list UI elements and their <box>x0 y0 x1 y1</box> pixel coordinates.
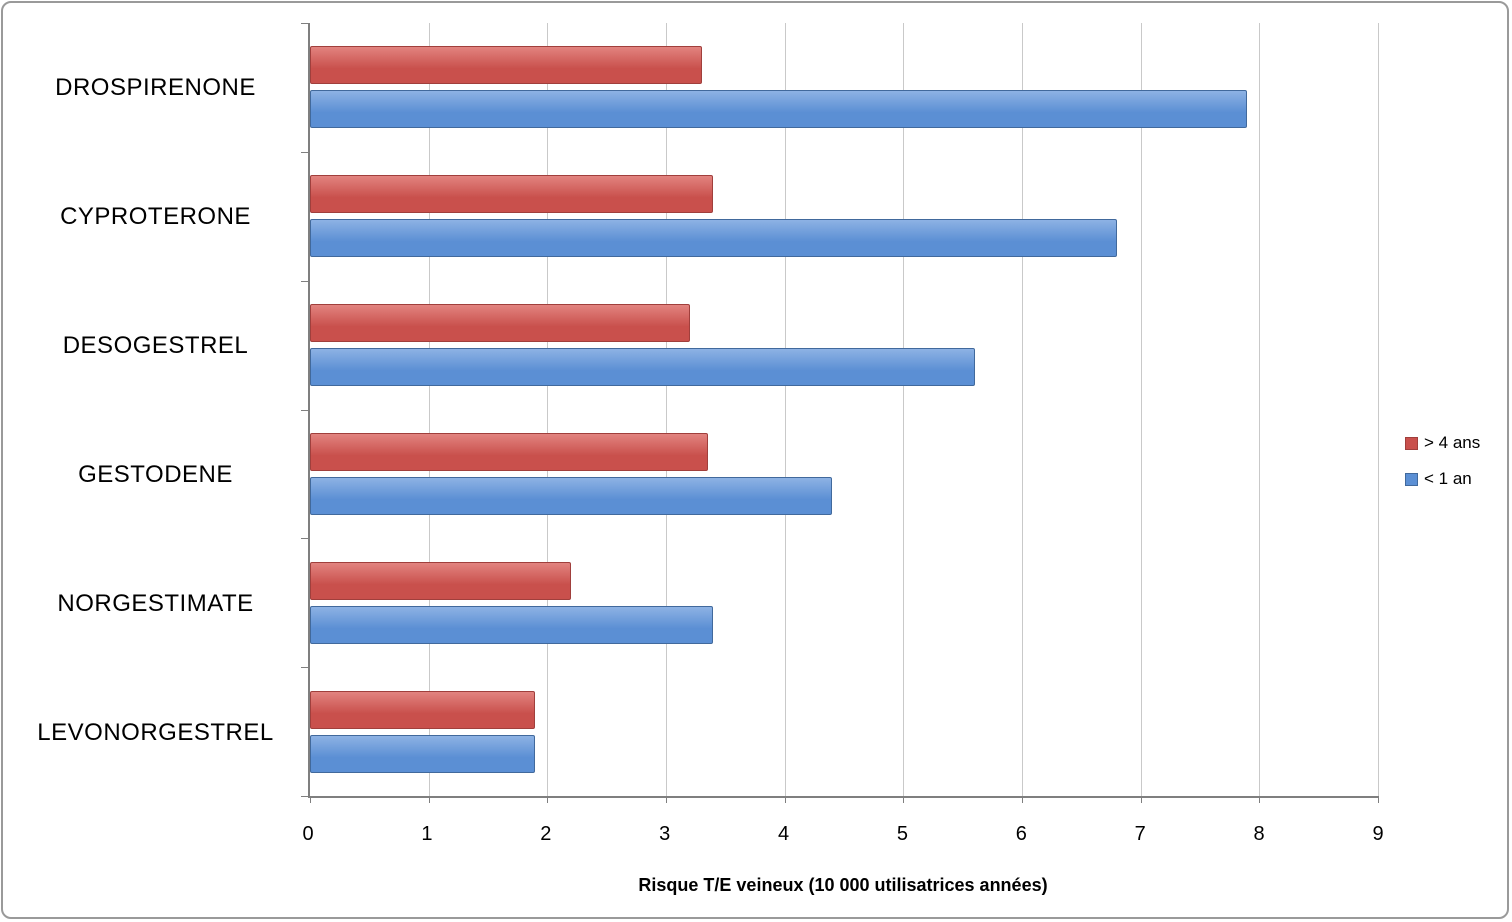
y-tick <box>301 796 310 797</box>
bar-levonorgestrel->-4-ans <box>310 690 536 729</box>
x-tick-label-1: 1 <box>421 823 433 845</box>
gridline-5 <box>903 23 905 796</box>
bar-cyproterone-<-1-an <box>310 219 1117 258</box>
category-label-cyproterone: CYPROTERONE <box>60 202 251 230</box>
bar-desogestrel->-4-ans <box>310 304 690 343</box>
x-tick-6 <box>1022 796 1023 803</box>
y-tick <box>301 151 310 153</box>
gridline-9 <box>1378 23 1379 796</box>
x-tick-label-6: 6 <box>1015 823 1027 845</box>
category-label-levonorgestrel: LEVONORGESTREL <box>37 719 274 747</box>
x-tick-2 <box>547 796 549 803</box>
bar-gestodene-<-1-an <box>310 476 833 515</box>
gridline-8 <box>1259 23 1261 796</box>
legend-label: < 1 an <box>1424 469 1472 488</box>
bar-group-gestodene <box>310 409 1378 538</box>
gridline-6 <box>1022 23 1023 796</box>
gridline-4 <box>784 23 786 796</box>
x-tick-label-0: 0 <box>302 823 314 845</box>
x-tick-0 <box>310 796 311 803</box>
gridlines <box>310 23 1379 796</box>
x-tick-7 <box>1140 796 1142 803</box>
category-label-gestodene: GESTODENE <box>78 461 233 489</box>
x-tick-9 <box>1378 796 1379 803</box>
y-axis-ticks <box>301 23 310 797</box>
legend: > 4 ans < 1 an <box>1405 433 1480 489</box>
x-axis-labels: 0 1 2 3 4 5 6 7 8 9 <box>302 823 1383 849</box>
gridline-3 <box>666 23 667 796</box>
y-tick <box>301 23 310 24</box>
category-label-norgestimate: NORGESTIMATE <box>57 590 254 618</box>
y-tick <box>301 667 310 669</box>
bars-layer <box>310 23 1378 796</box>
category-label-desogestrel: DESOGESTREL <box>62 331 249 359</box>
bar-desogestrel-<-1-an <box>310 348 975 387</box>
bar-norgestimate->-4-ans <box>310 561 572 600</box>
gridline-2 <box>547 23 549 796</box>
bar-group-desogestrel <box>310 281 1378 410</box>
x-tick-8 <box>1259 796 1261 803</box>
x-axis-title: Risque T/E veineux (10 000 utilisatrices… <box>638 875 1048 895</box>
bar-group-cyproterone <box>310 152 1378 281</box>
y-axis-labels: DROSPIRENONE CYPROTERONE DESOGESTREL GESTOD… <box>13 23 298 798</box>
x-tick-label-3: 3 <box>659 823 671 845</box>
x-tick-5 <box>903 796 905 803</box>
x-tick-label-2: 2 <box>540 823 552 845</box>
legend-item->-4-ans: > 4 ans <box>1405 433 1480 453</box>
y-tick <box>301 538 310 540</box>
x-tick-label-4: 4 <box>777 823 790 845</box>
x-tick-1 <box>428 796 430 803</box>
bar-cyproterone->-4-ans <box>310 175 714 214</box>
plot-area <box>301 23 1379 803</box>
category-label-drospirenone: DROSPIRENONE <box>55 73 256 101</box>
y-tick <box>301 280 310 282</box>
bar-group-norgestimate <box>310 538 1378 667</box>
legend-item-<-1-an: < 1 an <box>1405 469 1480 489</box>
y-tick <box>301 409 310 411</box>
legend-swatch <box>1405 472 1418 486</box>
bar-levonorgestrel-<-1-an <box>310 734 536 773</box>
bar-gestodene->-4-ans <box>310 432 708 471</box>
bar-group-drospirenone <box>310 23 1378 152</box>
x-tick-label-5: 5 <box>896 823 908 845</box>
x-tick-label-7: 7 <box>1134 823 1146 845</box>
gridline-1 <box>428 23 430 796</box>
x-axis-ticks <box>310 796 1379 805</box>
x-tick-label-9: 9 <box>1372 823 1384 845</box>
x-tick-label-8: 8 <box>1253 823 1265 845</box>
x-tick-3 <box>666 796 667 803</box>
bar-group-levonorgestrel <box>310 667 1378 796</box>
gridline-7 <box>1140 23 1142 796</box>
bar-norgestimate-<-1-an <box>310 605 714 644</box>
bar-drospirenone->-4-ans <box>310 46 702 85</box>
x-tick-4 <box>784 796 786 803</box>
bar-drospirenone-<-1-an <box>310 90 1248 129</box>
legend-label: > 4 ans <box>1424 433 1481 452</box>
legend-swatch <box>1405 436 1418 450</box>
